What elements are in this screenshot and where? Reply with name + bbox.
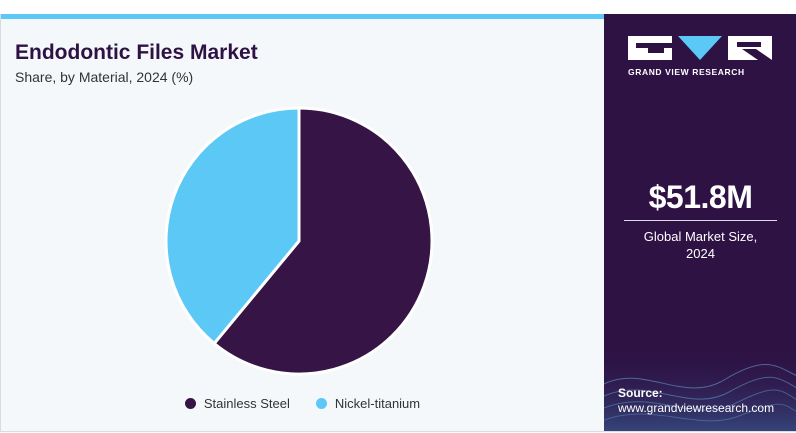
market-size-label: Global Market Size, 2024 (604, 228, 796, 262)
market-size-label-line1: Global Market Size, (643, 229, 758, 244)
grand-view-research-logo: GRAND VIEW RESEARCH (628, 36, 774, 77)
legend-swatch-stainless-steel (184, 398, 196, 409)
pie-slice-nickel-titanium (164, 106, 301, 345)
market-size-label-line2: 2024 (686, 246, 715, 261)
summary-panel: GRAND VIEW RESEARCH $51.8M Global Market… (604, 14, 796, 431)
divider (624, 220, 777, 221)
logo-marks (628, 36, 774, 60)
chart-panel: Endodontic Files Market Share, by Materi… (1, 19, 604, 431)
pie-chart (164, 106, 434, 376)
logo-mark-g (628, 36, 672, 60)
legend: Stainless Steel Nickel-titanium (1, 396, 604, 411)
accent-bar (1, 14, 604, 19)
legend-label-stainless-steel: Stainless Steel (203, 396, 290, 411)
source-label: Source: (618, 386, 663, 400)
logo-mark-v (678, 36, 722, 60)
legend-swatch-nickel-titanium (315, 398, 327, 409)
logo-mark-r (728, 36, 772, 60)
chart-subtitle: Share, by Material, 2024 (%) (15, 69, 194, 85)
chart-title: Endodontic Files Market (15, 41, 258, 64)
pie-slice-stainless-steel (212, 106, 434, 376)
infographic-card: Endodontic Files Market Share, by Materi… (0, 14, 796, 432)
legend-item-nickel-titanium: Nickel-titanium (315, 396, 421, 411)
wave-decoration (604, 344, 796, 431)
legend-item-stainless-steel: Stainless Steel (184, 396, 290, 411)
source-note: Source: www.grandviewresearch.com (618, 386, 774, 416)
source-url: www.grandviewresearch.com (618, 401, 775, 415)
market-size-value: $51.8M (648, 179, 753, 215)
brand-name: GRAND VIEW RESEARCH (628, 67, 745, 77)
legend-label-nickel-titanium: Nickel-titanium (334, 396, 421, 411)
